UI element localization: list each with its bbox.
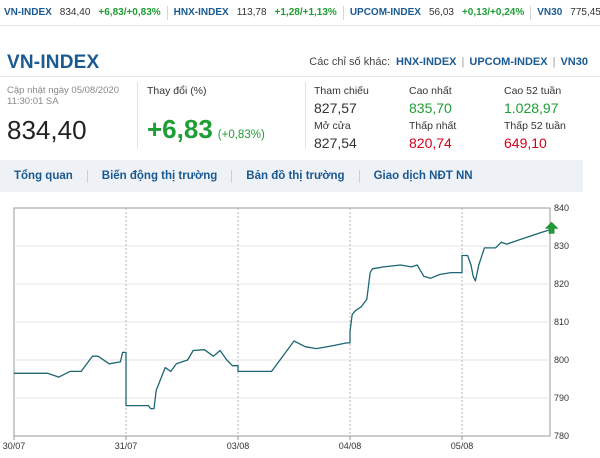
stat-value: 835,70 bbox=[409, 100, 452, 116]
other-indices-label: Các chỉ số khác: bbox=[309, 56, 390, 68]
update-info: Cập nhật ngày 05/08/2020 11:30:01 SA bbox=[7, 85, 137, 107]
ticker-change: +0,13/+0,24% bbox=[461, 7, 525, 18]
stat-label: Cao nhất bbox=[409, 85, 452, 97]
separator: | bbox=[552, 56, 556, 68]
stat-value: 827,54 bbox=[314, 135, 357, 151]
stat-low: Thấp nhất 820,74 bbox=[409, 120, 456, 151]
y-tick-label: 840 bbox=[554, 203, 569, 213]
y-tick-label: 820 bbox=[554, 279, 569, 289]
tab-market-map[interactable]: Bản đồ thị trường bbox=[232, 169, 360, 183]
link-vn30[interactable]: VN30 bbox=[560, 56, 588, 68]
stat-label: Mở cửa bbox=[314, 120, 351, 132]
line-chart: 780 790 800 810 820 830 840 30/07 31/07 03/08 04/0… bbox=[3, 203, 569, 451]
link-hnx-index[interactable]: HNX-INDEX bbox=[396, 56, 457, 68]
divider bbox=[305, 82, 306, 148]
stat-high: Cao nhất 835,70 bbox=[409, 85, 452, 116]
header-divider bbox=[0, 76, 600, 77]
ticker-item-vn30[interactable]: VN30 775,45 bbox=[531, 6, 600, 20]
change-label: Thay đổi (%) bbox=[147, 85, 207, 97]
separator: | bbox=[461, 56, 465, 68]
y-tick-label: 800 bbox=[554, 355, 569, 365]
stat-open: Mở cửa 827,54 bbox=[314, 120, 357, 151]
ticker-item-upcom-index[interactable]: UPCOM-INDEX 56,03 +0,13/+0,24% bbox=[344, 5, 532, 20]
ticker-value: 775,45 bbox=[570, 7, 600, 18]
tab-overview[interactable]: Tổng quan bbox=[0, 169, 88, 183]
x-tick-label: 04/08 bbox=[339, 441, 362, 451]
ticker-value: 113,78 bbox=[236, 7, 267, 18]
stat-label: Thấp nhất bbox=[409, 120, 457, 132]
ticker-value: 834,40 bbox=[59, 7, 91, 18]
index-price: 834,40 bbox=[7, 115, 87, 145]
y-tick-label: 790 bbox=[554, 393, 569, 403]
ticker-name: VN-INDEX bbox=[4, 7, 52, 18]
other-indices: Các chỉ số khác: HNX-INDEX | UPCOM-INDEX… bbox=[309, 56, 588, 68]
stat-label: Cao 52 tuần bbox=[504, 85, 562, 97]
index-chart[interactable]: 780 790 800 810 820 830 840 30/07 31/07 03/08 04/0… bbox=[0, 198, 600, 458]
update-time: 11:30:01 SA bbox=[7, 96, 59, 107]
ticker-name: HNX-INDEX bbox=[173, 7, 229, 18]
change-points: +6,83 bbox=[147, 114, 213, 144]
tab-market-movement[interactable]: Biến động thị trường bbox=[88, 169, 233, 183]
link-upcom-index[interactable]: UPCOM-INDEX bbox=[469, 56, 548, 68]
divider bbox=[137, 82, 138, 148]
tab-bar: Tổng quan Biến động thị trường Bản đồ th… bbox=[0, 160, 583, 192]
update-date: Cập nhật ngày 05/08/2020 bbox=[7, 85, 119, 96]
ticker-value: 56,03 bbox=[428, 7, 454, 18]
ticker-change: +1,28/+1,13% bbox=[274, 7, 337, 18]
ticker-item-vn-index[interactable]: VN-INDEX 834,40 +6,83/+0,83% bbox=[0, 5, 168, 20]
stat-value: 1.028,97 bbox=[504, 100, 559, 116]
series-line bbox=[14, 228, 552, 410]
stat-label: Tham chiếu bbox=[314, 85, 369, 97]
x-tick-label: 31/07 bbox=[115, 441, 138, 451]
stat-reference: Tham chiếu 827,57 bbox=[314, 85, 369, 116]
stat-high-52w: Cao 52 tuần 1.028,97 bbox=[504, 85, 561, 116]
x-tick-label: 05/08 bbox=[451, 441, 474, 451]
stat-value: 649,10 bbox=[504, 135, 547, 151]
x-tick-label: 03/08 bbox=[227, 441, 250, 451]
x-tick-label: 30/07 bbox=[3, 441, 26, 451]
stat-low-52w: Thấp 52 tuần 649,10 bbox=[504, 120, 566, 151]
stat-value: 820,74 bbox=[409, 135, 452, 151]
stat-label: Thấp 52 tuần bbox=[504, 120, 566, 132]
tab-foreign-trading[interactable]: Giao dịch NĐT NN bbox=[373, 169, 473, 182]
ticker-item-hnx-index[interactable]: HNX-INDEX 113,78 +1,28/+1,13% bbox=[168, 5, 344, 20]
y-tick-label: 780 bbox=[554, 431, 569, 441]
stat-value: 827,57 bbox=[314, 100, 357, 116]
up-arrow-icon bbox=[544, 221, 559, 234]
y-tick-label: 810 bbox=[554, 317, 569, 327]
change-percent: (+0,83%) bbox=[217, 129, 265, 141]
ticker-name: UPCOM-INDEX bbox=[349, 7, 421, 18]
ticker-bar: VN-INDEX 834,40 +6,83/+0,83% HNX-INDEX 1… bbox=[0, 0, 600, 26]
y-tick-label: 830 bbox=[554, 241, 569, 251]
ticker-change: +6,83/+0,83% bbox=[98, 7, 161, 18]
ticker-name: VN30 bbox=[537, 7, 563, 18]
page-title: VN-INDEX bbox=[7, 52, 100, 73]
change-value: +6,83 (+0,83%) bbox=[147, 114, 265, 145]
